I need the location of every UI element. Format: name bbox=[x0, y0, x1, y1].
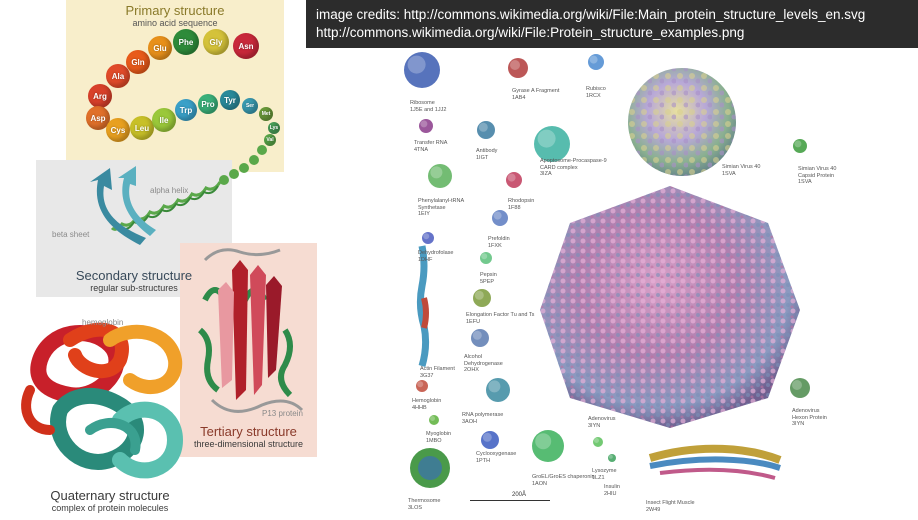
protein-label: Thermosome 3LOS bbox=[408, 498, 441, 511]
protein-blob bbox=[422, 232, 434, 244]
protein-label: GroEL/GroES chaperonin 1AON bbox=[532, 474, 595, 487]
secondary-subtitle: regular sub-structures bbox=[90, 283, 178, 293]
amino-acid-ala: Ala bbox=[106, 64, 130, 88]
credit-line-1: image credits: http://commons.wikimedia.… bbox=[316, 7, 866, 22]
primary-title-block: Primary structure amino acid sequence bbox=[66, 3, 284, 28]
scale-label: 200Å bbox=[512, 492, 527, 498]
protein-label: Apoptosome-Procaspase-9 CARD complex 3IZ… bbox=[540, 158, 607, 177]
scale-bar bbox=[470, 500, 550, 501]
protein-blob bbox=[428, 164, 452, 188]
protein-label: Antibody 1IGT bbox=[476, 148, 498, 161]
protein-label: Rhodopsin 1F88 bbox=[508, 198, 535, 211]
protein-blob bbox=[790, 378, 810, 398]
protein-label: Gyrase A Fragment 1AB4 bbox=[512, 88, 560, 101]
p13-protein-label: P13 protein bbox=[262, 409, 303, 418]
tertiary-subtitle: three-dimensional structure bbox=[193, 439, 304, 449]
amino-acid-glu: Glu bbox=[148, 36, 172, 60]
tertiary-title: Tertiary structure bbox=[200, 424, 297, 439]
protein-label: Simian Virus 40 Capsid Protein 1SVA bbox=[798, 166, 837, 185]
protein-examples-collage: Ribosome 1J5E and 1JJ2 Gyrase A Fragment … bbox=[400, 48, 918, 520]
protein-blob bbox=[534, 126, 570, 162]
amino-acid-lys: Lys bbox=[268, 122, 280, 134]
protein-blob bbox=[404, 52, 440, 88]
amino-acid-gly: Gly bbox=[203, 29, 229, 55]
protein-label: Dehydrofolase 1DHF bbox=[418, 250, 454, 263]
amino-acid-leu: Leu bbox=[130, 116, 154, 140]
amino-acid-val: Val bbox=[264, 134, 276, 146]
protein-label: Phenylalanyl-tRNA Synthetase 1EIY bbox=[418, 198, 465, 217]
protein-label: Hemoglobin 4HHB bbox=[412, 398, 442, 411]
protein-blob bbox=[793, 139, 807, 153]
protein-blob bbox=[480, 252, 492, 264]
alpha-helix-label: alpha helix bbox=[150, 186, 189, 195]
protein-blob bbox=[473, 289, 491, 307]
protein-blob bbox=[506, 172, 522, 188]
tertiary-title-block: Tertiary structure three-dimensional str… bbox=[180, 424, 317, 449]
amino-acid-asn: Asn bbox=[233, 33, 259, 59]
protein-blob bbox=[481, 431, 499, 449]
protein-blob bbox=[486, 378, 510, 402]
amino-acid-trp: Trp bbox=[175, 99, 197, 121]
tertiary-panel bbox=[180, 243, 317, 457]
secondary-title-block: Secondary structure regular sub-structur… bbox=[36, 268, 232, 293]
amino-acid-arg: Arg bbox=[88, 84, 112, 108]
protein-label: Alcohol Dehydrogenase 2OHX bbox=[464, 354, 503, 373]
protein-blob bbox=[416, 380, 428, 392]
protein-label: Adenovirus Hexon Protein 3IYN bbox=[792, 408, 827, 427]
collage-drawings bbox=[404, 52, 810, 488]
protein-label: RNA polymerase 3AOH bbox=[462, 412, 504, 425]
protein-label: Simian Virus 40 1SVA bbox=[722, 164, 761, 177]
protein-label: Ribosome 1J5E and 1JJ2 bbox=[410, 100, 447, 113]
protein-label: Actin Filament 3G37 bbox=[420, 366, 455, 379]
amino-acid-pro: Pro bbox=[198, 94, 218, 114]
beta-sheet-label: beta sheet bbox=[52, 230, 90, 239]
protein-label: Cyclooxygenase 1PTH bbox=[476, 451, 517, 464]
protein-label: Pepsin 5PEP bbox=[480, 272, 497, 285]
protein-label: Adenovirus 3IYN bbox=[588, 416, 616, 429]
protein-blob bbox=[608, 454, 616, 462]
quaternary-title: Quaternary structure bbox=[50, 488, 170, 503]
amino-acid-tyr: Tyr bbox=[220, 90, 240, 110]
protein-label: Transfer RNA 4TNA bbox=[414, 140, 448, 153]
protein-blob bbox=[593, 437, 603, 447]
protein-blob bbox=[492, 210, 508, 226]
protein-blob bbox=[508, 58, 528, 78]
primary-subtitle: amino acid sequence bbox=[132, 18, 218, 28]
protein-blob bbox=[429, 415, 439, 425]
protein-label: Myoglobin 1MBO bbox=[426, 431, 452, 444]
quaternary-title-block: Quaternary structure complex of protein … bbox=[20, 488, 200, 513]
secondary-title: Secondary structure bbox=[75, 268, 193, 283]
primary-title: Primary structure bbox=[125, 3, 225, 18]
protein-label: Insect Flight Muscle 2W49 bbox=[646, 500, 695, 513]
protein-label: Lysozyme 1LZ1 bbox=[592, 468, 617, 481]
protein-blob bbox=[532, 430, 564, 462]
amino-acid-met: Met bbox=[259, 107, 273, 121]
hemoglobin-label: hemoglobin bbox=[82, 318, 124, 327]
amino-acid-gln: Gln bbox=[126, 50, 150, 74]
amino-acid-ile: Ile bbox=[152, 108, 176, 132]
quaternary-subtitle: complex of protein molecules bbox=[51, 503, 169, 513]
tertiary-protein-shape bbox=[197, 248, 304, 413]
protein-structure-levels-figure: Primary structure amino acid sequence Ph… bbox=[0, 0, 330, 520]
protein-label: Rubisco 1RCX bbox=[586, 86, 606, 99]
protein-blob bbox=[471, 329, 489, 347]
structure-drawings bbox=[21, 145, 304, 479]
protein-label: Insulin 2HIU bbox=[604, 484, 620, 497]
bead-chain bbox=[219, 145, 267, 185]
protein-blobs bbox=[404, 52, 810, 462]
protein-blob bbox=[477, 121, 495, 139]
amino-acid-phe: Phe bbox=[173, 29, 199, 55]
credit-line-2: http://commons.wikimedia.org/wiki/File:P… bbox=[316, 25, 745, 40]
protein-blob bbox=[588, 54, 604, 70]
protein-label: Elongation Factor Tu and Ts 1EFU bbox=[466, 312, 535, 325]
hemoglobin-shape bbox=[21, 322, 184, 479]
protein-label: Prefoldin 1FXK bbox=[488, 236, 510, 249]
beta-sheet-shape bbox=[90, 166, 156, 245]
amino-acid-ser: Ser bbox=[242, 98, 258, 114]
protein-blob bbox=[419, 119, 433, 133]
amino-acid-cys: Cys bbox=[106, 118, 130, 142]
image-credits-banner: image credits: http://commons.wikimedia.… bbox=[306, 0, 918, 48]
